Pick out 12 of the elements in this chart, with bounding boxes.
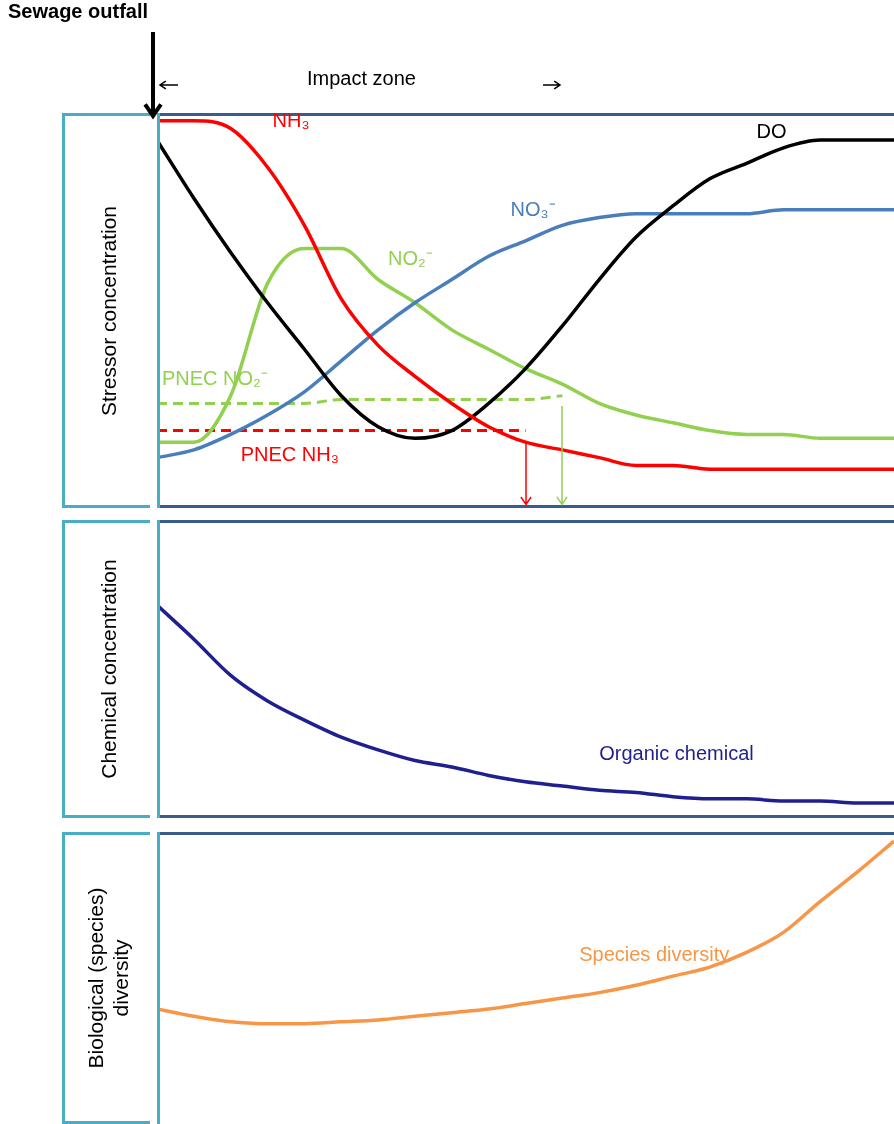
text: Sewage outfall: [8, 0, 149, 23]
series-label: Organic chemical: [599, 742, 754, 765]
series-label: NO₃⁻: [510, 197, 556, 220]
series-label: Species diversity: [579, 942, 730, 965]
series-label: NH₃: [272, 109, 310, 132]
y-axis-title: Biological (species) diversity: [82, 886, 133, 1071]
series-label: PNEC NH₃: [240, 442, 339, 465]
series-label: NO₂⁻: [388, 246, 433, 269]
text: Impact zone: [307, 67, 416, 90]
y-axis-title: Stressor concentration: [95, 204, 120, 418]
series-label: DO: [756, 120, 787, 143]
y-axis-title: Chemical concentration: [95, 558, 120, 781]
